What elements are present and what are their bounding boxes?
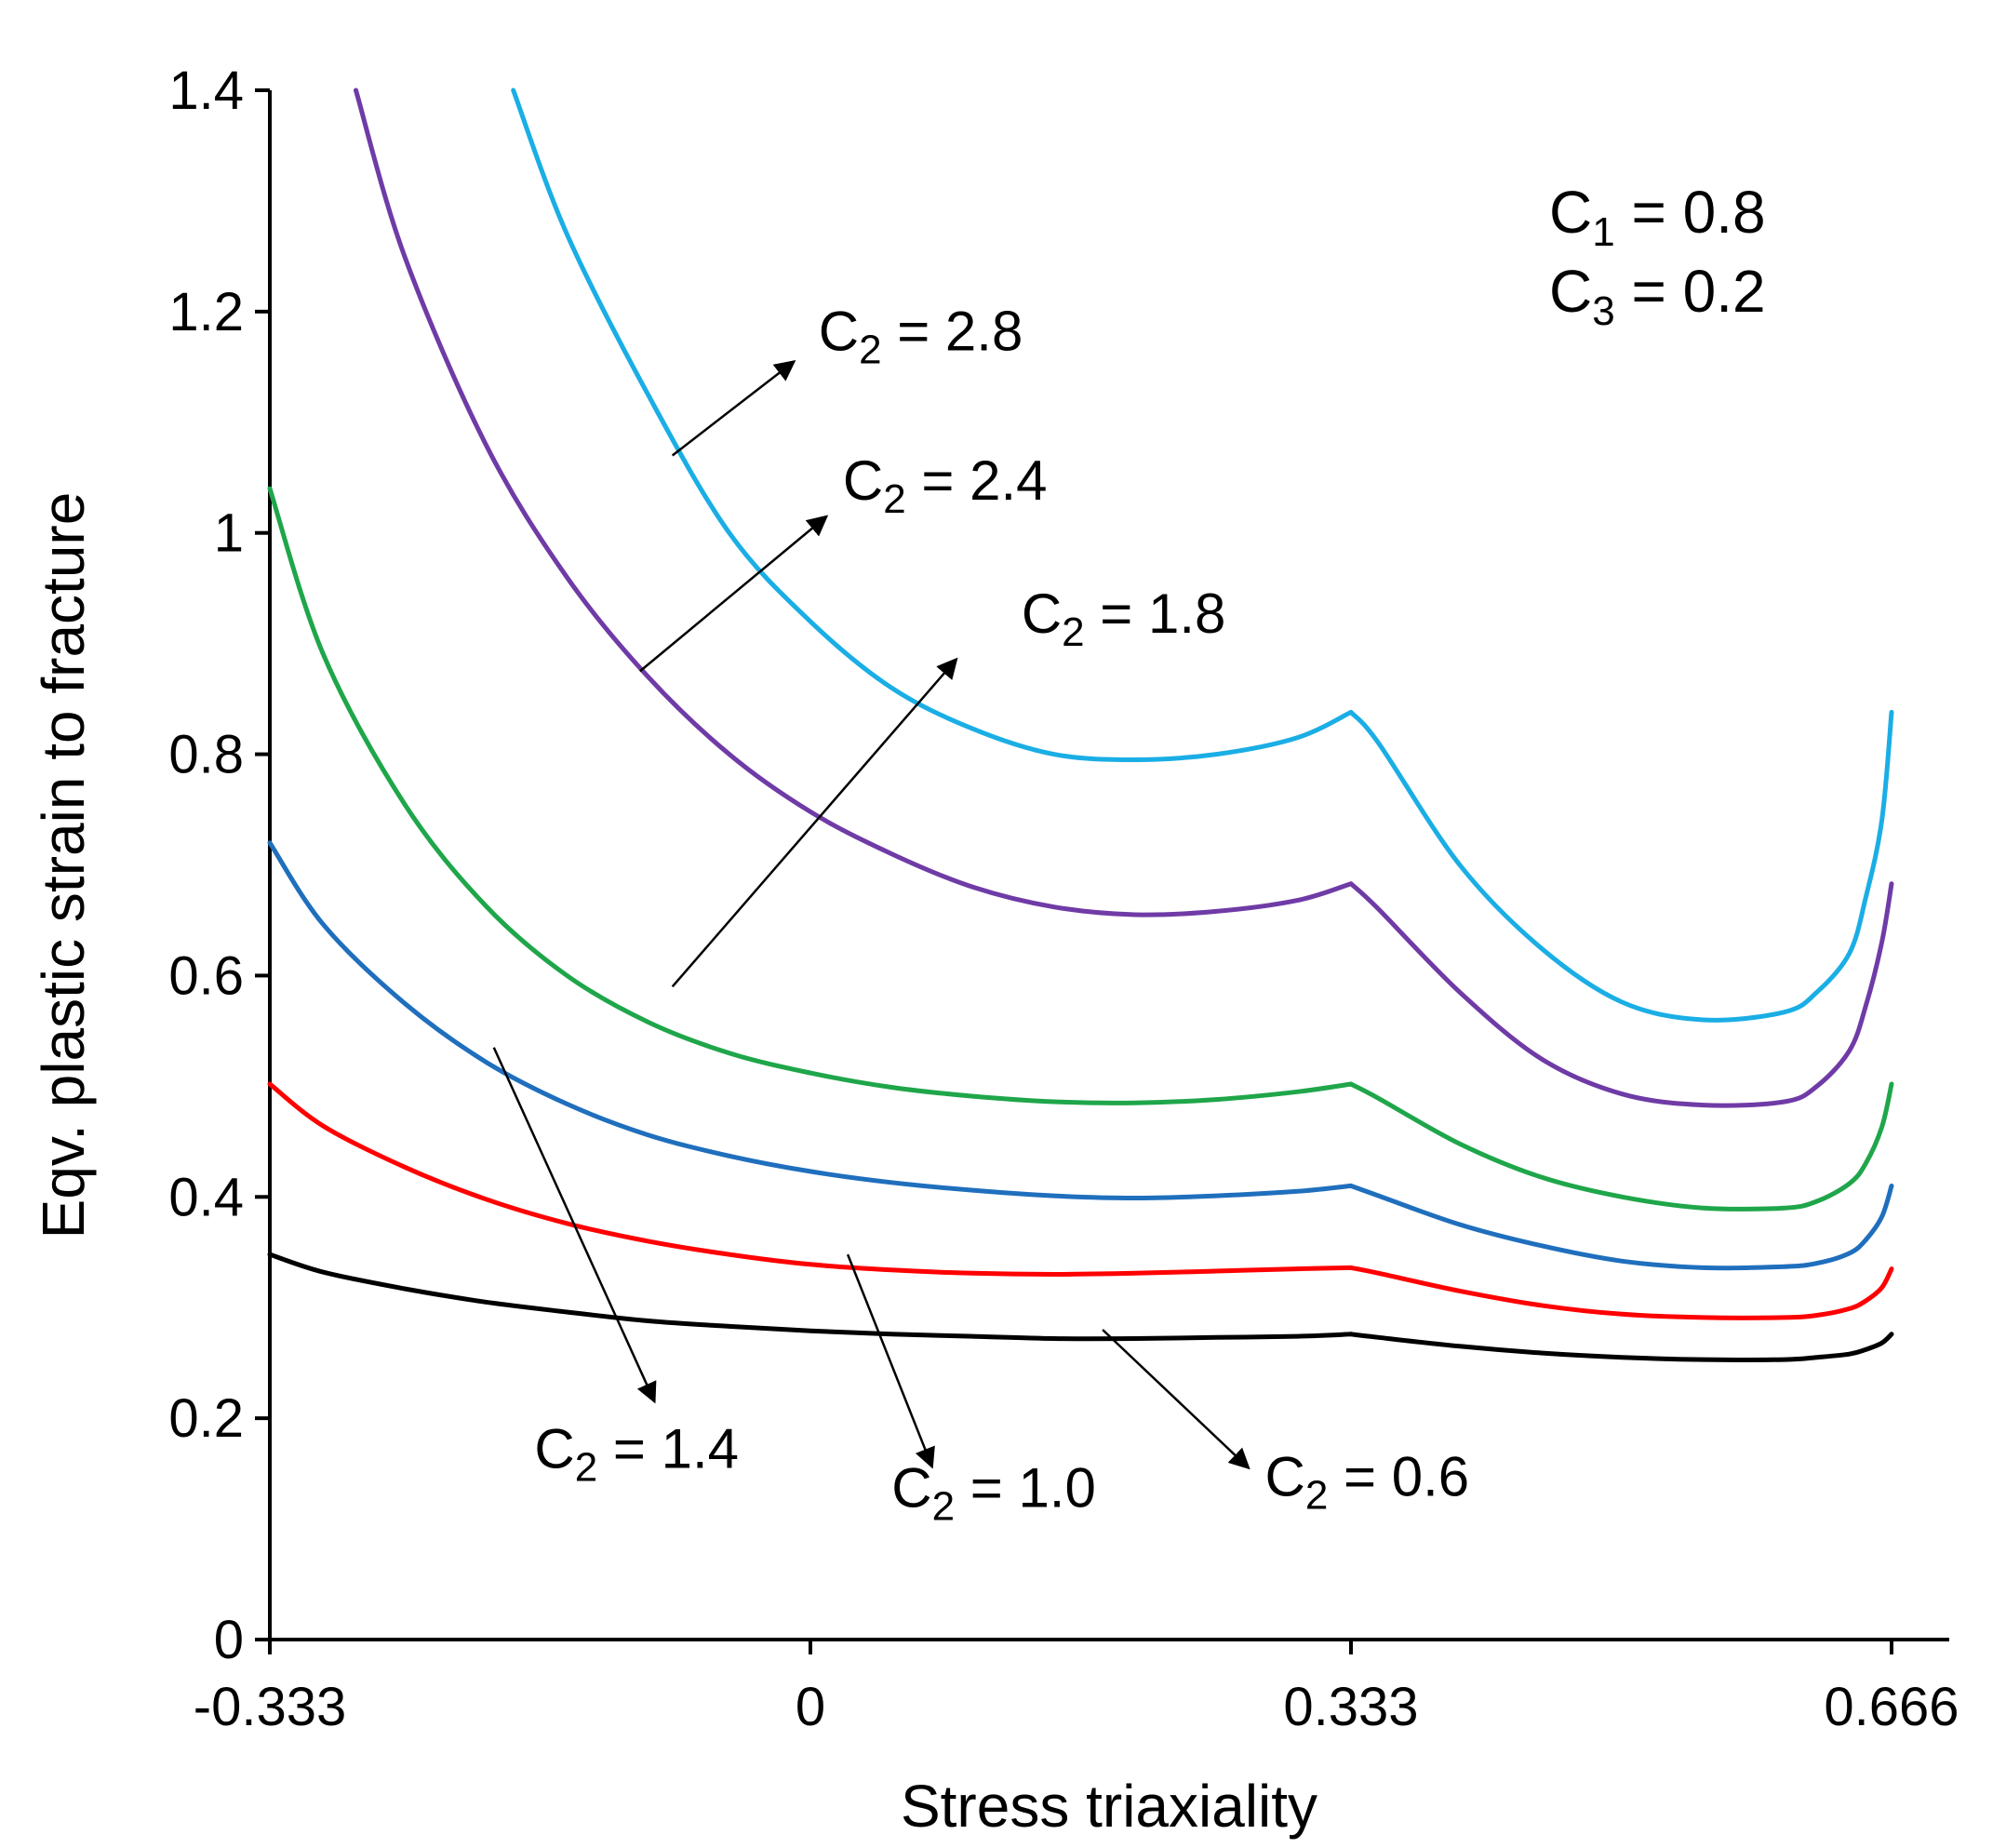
series-line-5 bbox=[511, 87, 1894, 1023]
x-tick-label: 0 bbox=[796, 1677, 825, 1737]
series-path bbox=[1348, 709, 1894, 1023]
series-path bbox=[354, 87, 1354, 917]
series-label-subscript: 2 bbox=[883, 476, 905, 522]
param-c1-symbol: C bbox=[1549, 179, 1592, 246]
series-line-1 bbox=[267, 1081, 1894, 1320]
series-path bbox=[1348, 1081, 1894, 1212]
series-arrow-1 bbox=[846, 1253, 935, 1469]
y-tick-label: 0.6 bbox=[168, 945, 244, 1006]
x-axis-title: Stress triaxiality bbox=[901, 1773, 1317, 1840]
series-label-value: = 0.6 bbox=[1328, 1445, 1469, 1507]
series-label-subscript: 2 bbox=[859, 327, 881, 372]
x-tick-label: 0.666 bbox=[1824, 1677, 1959, 1737]
series-arrow-5 bbox=[671, 359, 796, 457]
y-tick-label: 0.2 bbox=[168, 1388, 244, 1449]
x-tick-label: -0.333 bbox=[194, 1677, 346, 1737]
ticks-layer: 0 0.2 0.4 0.6 0.8 1 1.2 1.4 -0.333 0 0.333 0.666 bbox=[168, 60, 1959, 1737]
series-arrow-3 bbox=[671, 657, 958, 988]
y-tick-label: 0 bbox=[214, 1610, 244, 1670]
param-c3-symbol: C bbox=[1549, 258, 1592, 325]
series-label-value: = 1.4 bbox=[597, 1418, 739, 1480]
series-label-value: = 2.8 bbox=[882, 300, 1023, 362]
series-label-4: C2 = 2.4 bbox=[843, 449, 1048, 522]
series-label-2: C2 = 1.4 bbox=[534, 1418, 739, 1491]
series-label-symbol: C bbox=[819, 300, 859, 362]
param-c1-subscript: 1 bbox=[1592, 209, 1614, 255]
series-label-symbol: C bbox=[891, 1456, 931, 1519]
series-label-1: C2 = 1.0 bbox=[891, 1456, 1096, 1529]
series-line-0 bbox=[267, 1252, 1894, 1362]
series-label-symbol: C bbox=[843, 449, 883, 512]
series-arrow-4 bbox=[639, 515, 829, 673]
series-arrow-2 bbox=[492, 1047, 657, 1404]
series-label-value: = 1.0 bbox=[955, 1456, 1096, 1519]
series-label-0: C2 = 0.6 bbox=[1265, 1445, 1470, 1518]
x-tick-label: 0.333 bbox=[1283, 1677, 1418, 1737]
series-label-value: = 2.4 bbox=[906, 449, 1048, 512]
param-c1-value: = 0.8 bbox=[1615, 179, 1766, 246]
series-label-symbol: C bbox=[1022, 583, 1062, 645]
series-path bbox=[267, 840, 1354, 1200]
series-layer bbox=[267, 87, 1894, 1362]
series-label-symbol: C bbox=[1265, 1445, 1305, 1507]
y-tick-label: 0.4 bbox=[168, 1167, 244, 1227]
series-path bbox=[1348, 1332, 1894, 1362]
series-path bbox=[1348, 1183, 1894, 1271]
series-label-5: C2 = 2.8 bbox=[819, 300, 1023, 372]
series-line-3 bbox=[267, 486, 1894, 1212]
y-tick-label: 1.4 bbox=[168, 60, 244, 121]
series-path bbox=[1348, 881, 1894, 1108]
series-line-4 bbox=[354, 87, 1894, 1108]
annotation-layer: C2 = 0.6C2 = 1.0C2 = 1.4C2 = 1.8C2 = 2.4… bbox=[492, 300, 1470, 1529]
series-path bbox=[511, 87, 1354, 762]
series-path bbox=[267, 486, 1354, 1105]
y-tick-label: 0.8 bbox=[168, 725, 244, 785]
series-line-2 bbox=[267, 840, 1894, 1271]
y-axis-title: Eqv. plastic strain to fracture bbox=[30, 492, 97, 1239]
series-label-subscript: 2 bbox=[1305, 1472, 1328, 1518]
series-label-subscript: 2 bbox=[1062, 609, 1084, 655]
series-path bbox=[267, 1081, 1354, 1277]
series-arrow-0 bbox=[1102, 1329, 1250, 1470]
series-path bbox=[267, 1252, 1354, 1342]
param-c1-label: C1 = 0.8 bbox=[1549, 179, 1766, 255]
series-label-3: C2 = 1.8 bbox=[1022, 583, 1226, 655]
param-c3-label: C3 = 0.2 bbox=[1549, 258, 1766, 334]
series-path bbox=[1348, 1265, 1894, 1320]
series-label-subscript: 2 bbox=[932, 1483, 955, 1529]
series-label-symbol: C bbox=[534, 1418, 574, 1480]
param-c3-subscript: 3 bbox=[1592, 288, 1614, 334]
y-tick-label: 1 bbox=[214, 503, 244, 564]
series-label-subscript: 2 bbox=[575, 1445, 597, 1491]
param-c3-value: = 0.2 bbox=[1615, 258, 1766, 325]
series-label-value: = 1.8 bbox=[1085, 583, 1226, 645]
y-tick-label: 1.2 bbox=[168, 282, 244, 342]
